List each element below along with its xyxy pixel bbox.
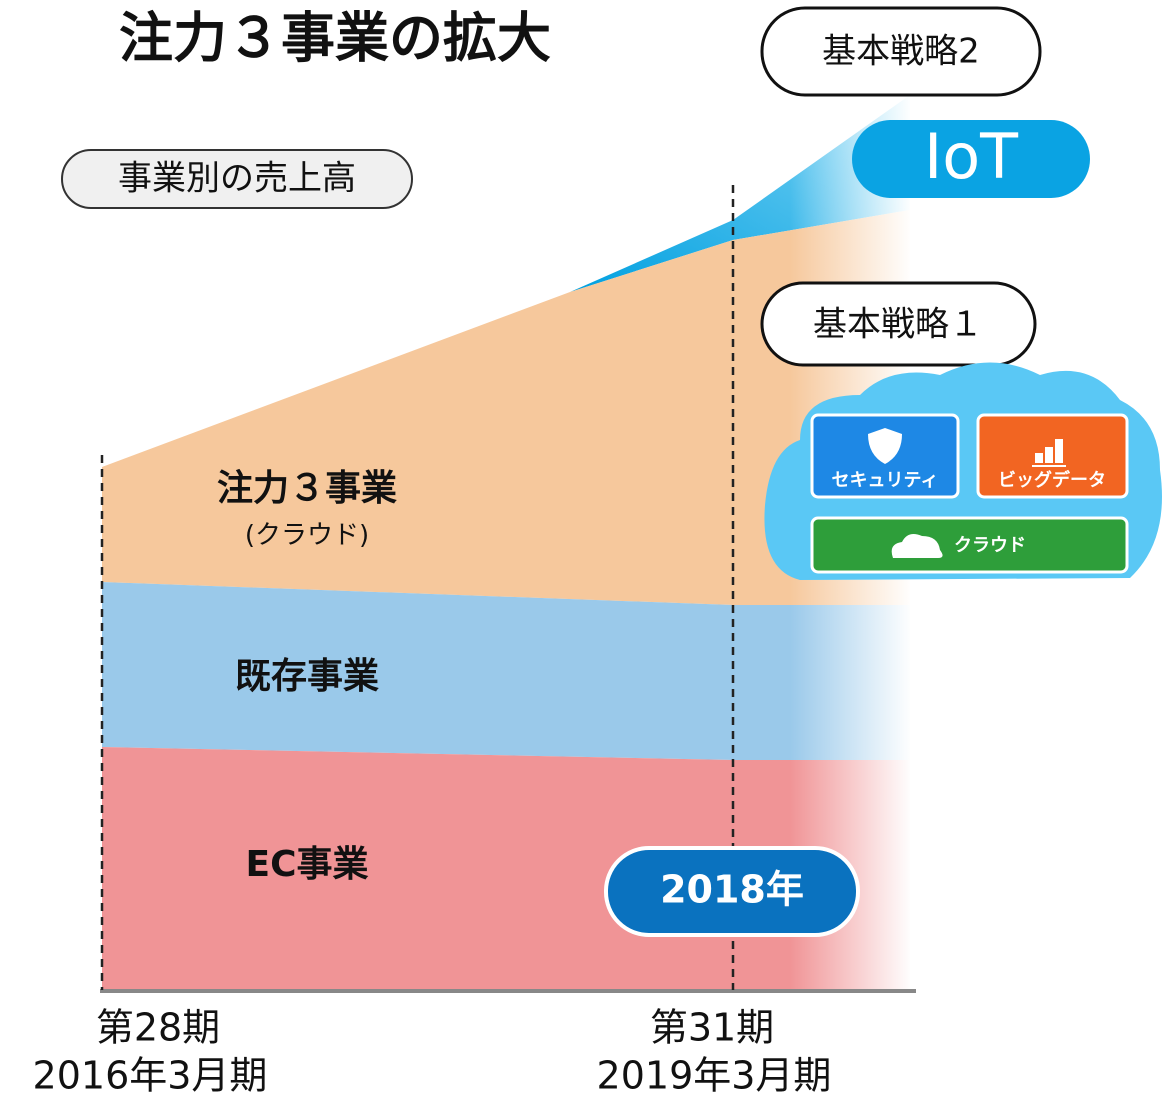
area-label: EC事業 [245,844,368,885]
tile-label: セキュリティ [832,470,939,491]
x-period: 第28期 [96,1006,220,1050]
x-fiscal: 2016年3月期 [33,1054,268,1098]
iot-label: IoT [924,120,1019,193]
tile [810,516,1129,574]
subtitle-pill [61,149,413,209]
x-fiscal: 2019年3月期 [597,1054,832,1098]
strategy-label: 基本戦略2 [822,32,980,72]
area-label: 注力３事業 [217,468,397,509]
year-badge [604,846,860,937]
x-period: 第31期 [650,1006,774,1050]
tile-label: クラウド [954,535,1026,556]
strategy-pill [760,281,1037,367]
subtitle: 事業別の売上高 [118,159,356,199]
area-sublabel: (クラウド) [245,521,369,551]
year-badge-label: 2018年 [660,868,804,912]
tile-label: ビッグデータ [998,469,1106,491]
cloud-icon [891,534,943,558]
existing-area [102,582,910,760]
chart-icon [1032,439,1066,467]
strategy-pill [760,6,1042,97]
strategy-label: 基本戦略１ [813,305,983,345]
title: 注力３事業の拡大 [119,7,551,70]
area-label: 既存事業 [235,656,379,697]
iot-pill [852,120,1090,198]
shield-icon [868,428,902,464]
focus-area [102,210,910,605]
cloud-graphic: セキュリティ ビッグデータ クラウド [764,362,1162,580]
